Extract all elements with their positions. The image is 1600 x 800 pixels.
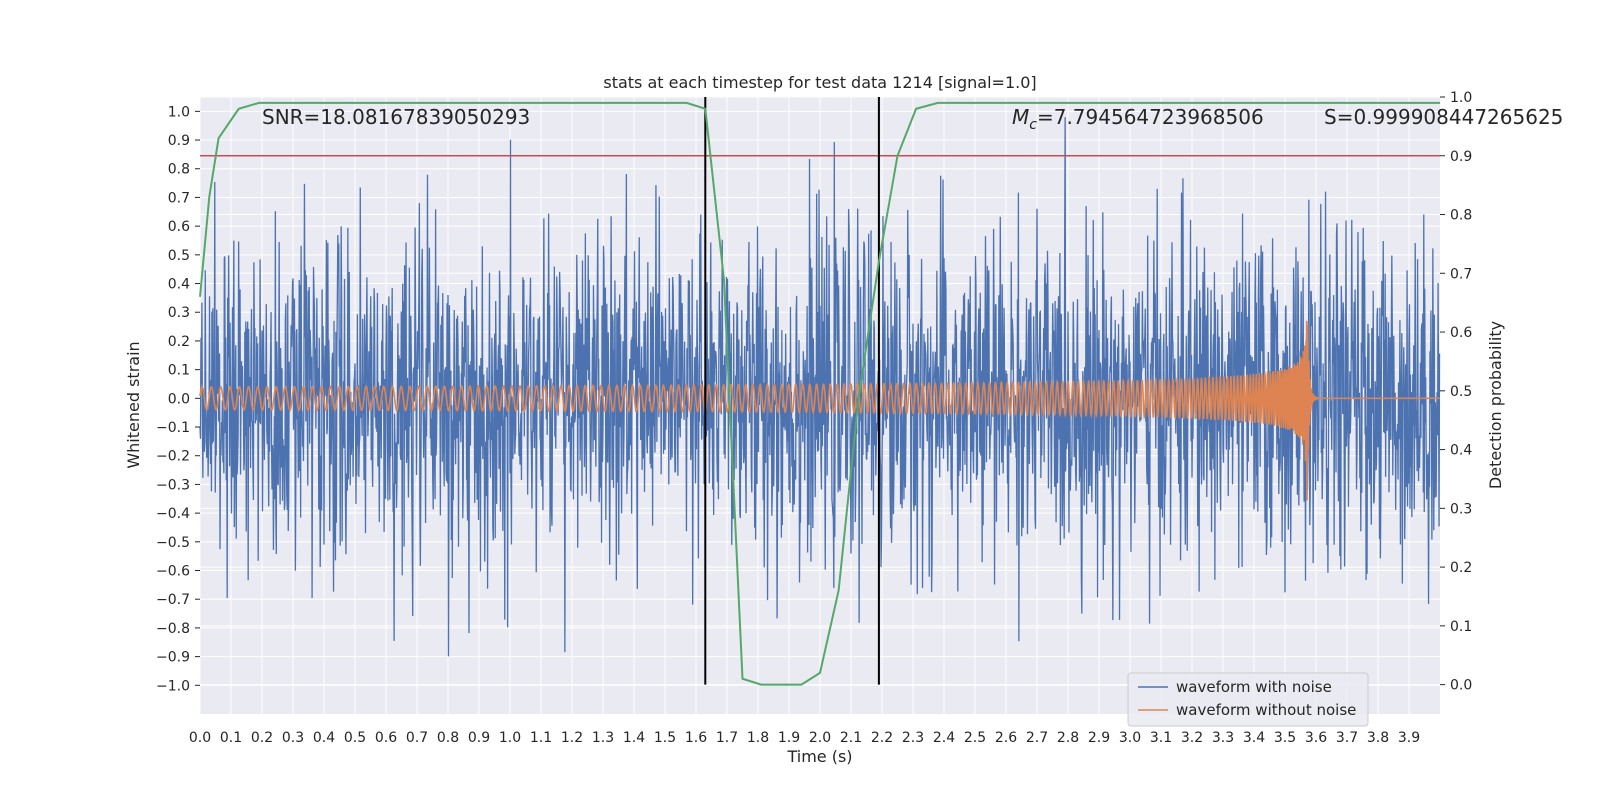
y-tick-label-left: 0.7: [168, 190, 190, 206]
x-tick-label: 3.9: [1398, 730, 1420, 746]
y-axis-left-label: Whitened strain: [124, 341, 143, 468]
x-tick-label: 2.6: [995, 730, 1017, 746]
y-tick-label-left: 0.4: [168, 277, 190, 293]
y-tick-label-right: 0.9: [1450, 149, 1472, 165]
x-tick-label: 3.2: [1181, 730, 1203, 746]
y-tick-label-left: 0.0: [168, 391, 190, 407]
x-tick-label: 3.7: [1336, 730, 1358, 746]
x-tick-label: 1.0: [499, 730, 521, 746]
x-tick-label: 2.3: [902, 730, 924, 746]
y-tick-label-left: −0.3: [156, 477, 190, 493]
snr-annotation: SNR=18.08167839050293: [262, 105, 530, 129]
series-detection-probability: [199, 101, 1440, 686]
x-tick-label: 0.4: [313, 730, 335, 746]
y-tick-label-right: 0.1: [1450, 619, 1472, 635]
x-tick-label: 1.7: [716, 730, 738, 746]
chirp-mass-value: =7.794564723968506: [1037, 105, 1264, 129]
legend-label-waveform-with-noise: waveform with noise: [1176, 678, 1332, 696]
x-tick-label: 2.1: [840, 730, 862, 746]
y-tick-label-left: −0.4: [156, 506, 190, 522]
x-tick-label: 2.2: [871, 730, 893, 746]
y-tick-label-right: 0.0: [1450, 678, 1472, 694]
y-tick-label-left: −0.5: [156, 535, 190, 551]
y-tick-label-right: 0.4: [1450, 443, 1472, 459]
y-tick-label-left: 0.1: [168, 363, 190, 379]
x-tick-label: 0.6: [375, 730, 397, 746]
x-tick-label: 1.1: [530, 730, 552, 746]
chirp-mass-subscript: c: [1029, 117, 1037, 133]
chirp-mass-symbol: M: [1012, 105, 1029, 129]
x-tick-label: 0.8: [437, 730, 459, 746]
x-tick-label: 0.1: [220, 730, 242, 746]
y-tick-label-left: −0.9: [156, 650, 190, 666]
x-axis-ticks: 0.0 0.1 0.2 0.3 0.4 0.5 0.6 0.7 0.8 0.9 1.0 1.1 1.2 1…: [189, 730, 1420, 746]
y-tick-label-right: 0.2: [1450, 560, 1472, 576]
x-tick-label: 0.7: [406, 730, 428, 746]
y-tick-label-left: 0.9: [168, 133, 190, 149]
x-tick-label: 0.2: [251, 730, 273, 746]
y-tick-label-left: −0.1: [156, 420, 190, 436]
waveform-without-noise-line: [199, 320, 1440, 501]
y-tick-label-left: 0.6: [168, 219, 190, 235]
x-tick-label: 1.4: [623, 730, 645, 746]
y-tick-label-left: −1.0: [156, 678, 190, 694]
chart-title: stats at each timestep for test data 121…: [603, 73, 1036, 92]
chirp-mass-annotation: Mc=7.794564723968506: [1012, 105, 1264, 133]
waveform-with-noise-line: [199, 117, 1441, 657]
legend-label-waveform-without-noise: waveform without noise: [1176, 701, 1356, 719]
legend-box: [1127, 672, 1369, 727]
y-tick-label-left: −0.6: [156, 564, 190, 580]
x-tick-label: 3.1: [1150, 730, 1172, 746]
x-tick-label: 0.5: [344, 730, 366, 746]
y-tick-label-left: −0.8: [156, 621, 190, 637]
y-tick-label-right: 0.7: [1450, 266, 1472, 282]
x-tick-label: 3.5: [1274, 730, 1296, 746]
y-axis-right-ticks: 0.0 0.1 0.2 0.3 0.4 0.5 0.6 0.7 0.8 0.9 1.0: [1440, 90, 1472, 694]
x-tick-label: 2.9: [1088, 730, 1110, 746]
x-tick-label: 2.5: [964, 730, 986, 746]
x-tick-label: 3.3: [1212, 730, 1234, 746]
x-tick-label: 1.6: [685, 730, 707, 746]
y-tick-label-left: 0.2: [168, 334, 190, 350]
y-tick-label-left: 0.5: [168, 248, 190, 264]
x-tick-label: 1.8: [747, 730, 769, 746]
y-tick-label-left: −0.2: [156, 449, 190, 465]
x-tick-label: 1.2: [561, 730, 583, 746]
x-tick-label: 0.3: [282, 730, 304, 746]
x-tick-label: 1.9: [778, 730, 800, 746]
y-tick-label-left: 1.0: [168, 104, 190, 120]
y-tick-label-left: 0.3: [168, 305, 190, 321]
y-tick-label-right: 1.0: [1450, 90, 1472, 106]
x-tick-label: 3.0: [1119, 730, 1141, 746]
x-tick-label: 2.8: [1057, 730, 1079, 746]
detection-probability-line: [199, 101, 1440, 686]
y-tick-label-right: 0.5: [1450, 384, 1472, 400]
significance-annotation: S=0.999908447265625: [1324, 105, 1563, 129]
series-waveform-without-noise: [199, 320, 1440, 501]
x-tick-label: 2.4: [933, 730, 955, 746]
x-tick-label: 3.8: [1367, 730, 1389, 746]
y-axis-left-ticks: −1.0 −0.9 −0.8 −0.7 −0.6 −0.5 −0.4 −0.3 −0.2 −0.1…: [156, 104, 200, 694]
x-axis-label: Time (s): [786, 747, 852, 766]
x-tick-label: 2.0: [809, 730, 831, 746]
x-tick-label: 3.4: [1243, 730, 1265, 746]
x-tick-label: 0.0: [189, 730, 211, 746]
x-tick-label: 3.6: [1305, 730, 1327, 746]
overlay-lines: [200, 97, 1440, 685]
y-axis-right-label: Detection probability: [1486, 321, 1505, 489]
y-tick-label-left: 0.8: [168, 162, 190, 178]
y-tick-label-left: −0.7: [156, 592, 190, 608]
x-tick-label: 0.9: [468, 730, 490, 746]
y-tick-label-right: 0.6: [1450, 325, 1472, 341]
x-tick-label: 2.7: [1026, 730, 1048, 746]
legend: waveform with noise waveform without noi…: [1127, 672, 1369, 727]
x-tick-label: 1.5: [654, 730, 676, 746]
y-tick-label-right: 0.3: [1450, 501, 1472, 517]
y-tick-label-right: 0.8: [1450, 208, 1472, 224]
x-tick-label: 1.3: [592, 730, 614, 746]
series-waveform-with-noise: [199, 117, 1441, 657]
